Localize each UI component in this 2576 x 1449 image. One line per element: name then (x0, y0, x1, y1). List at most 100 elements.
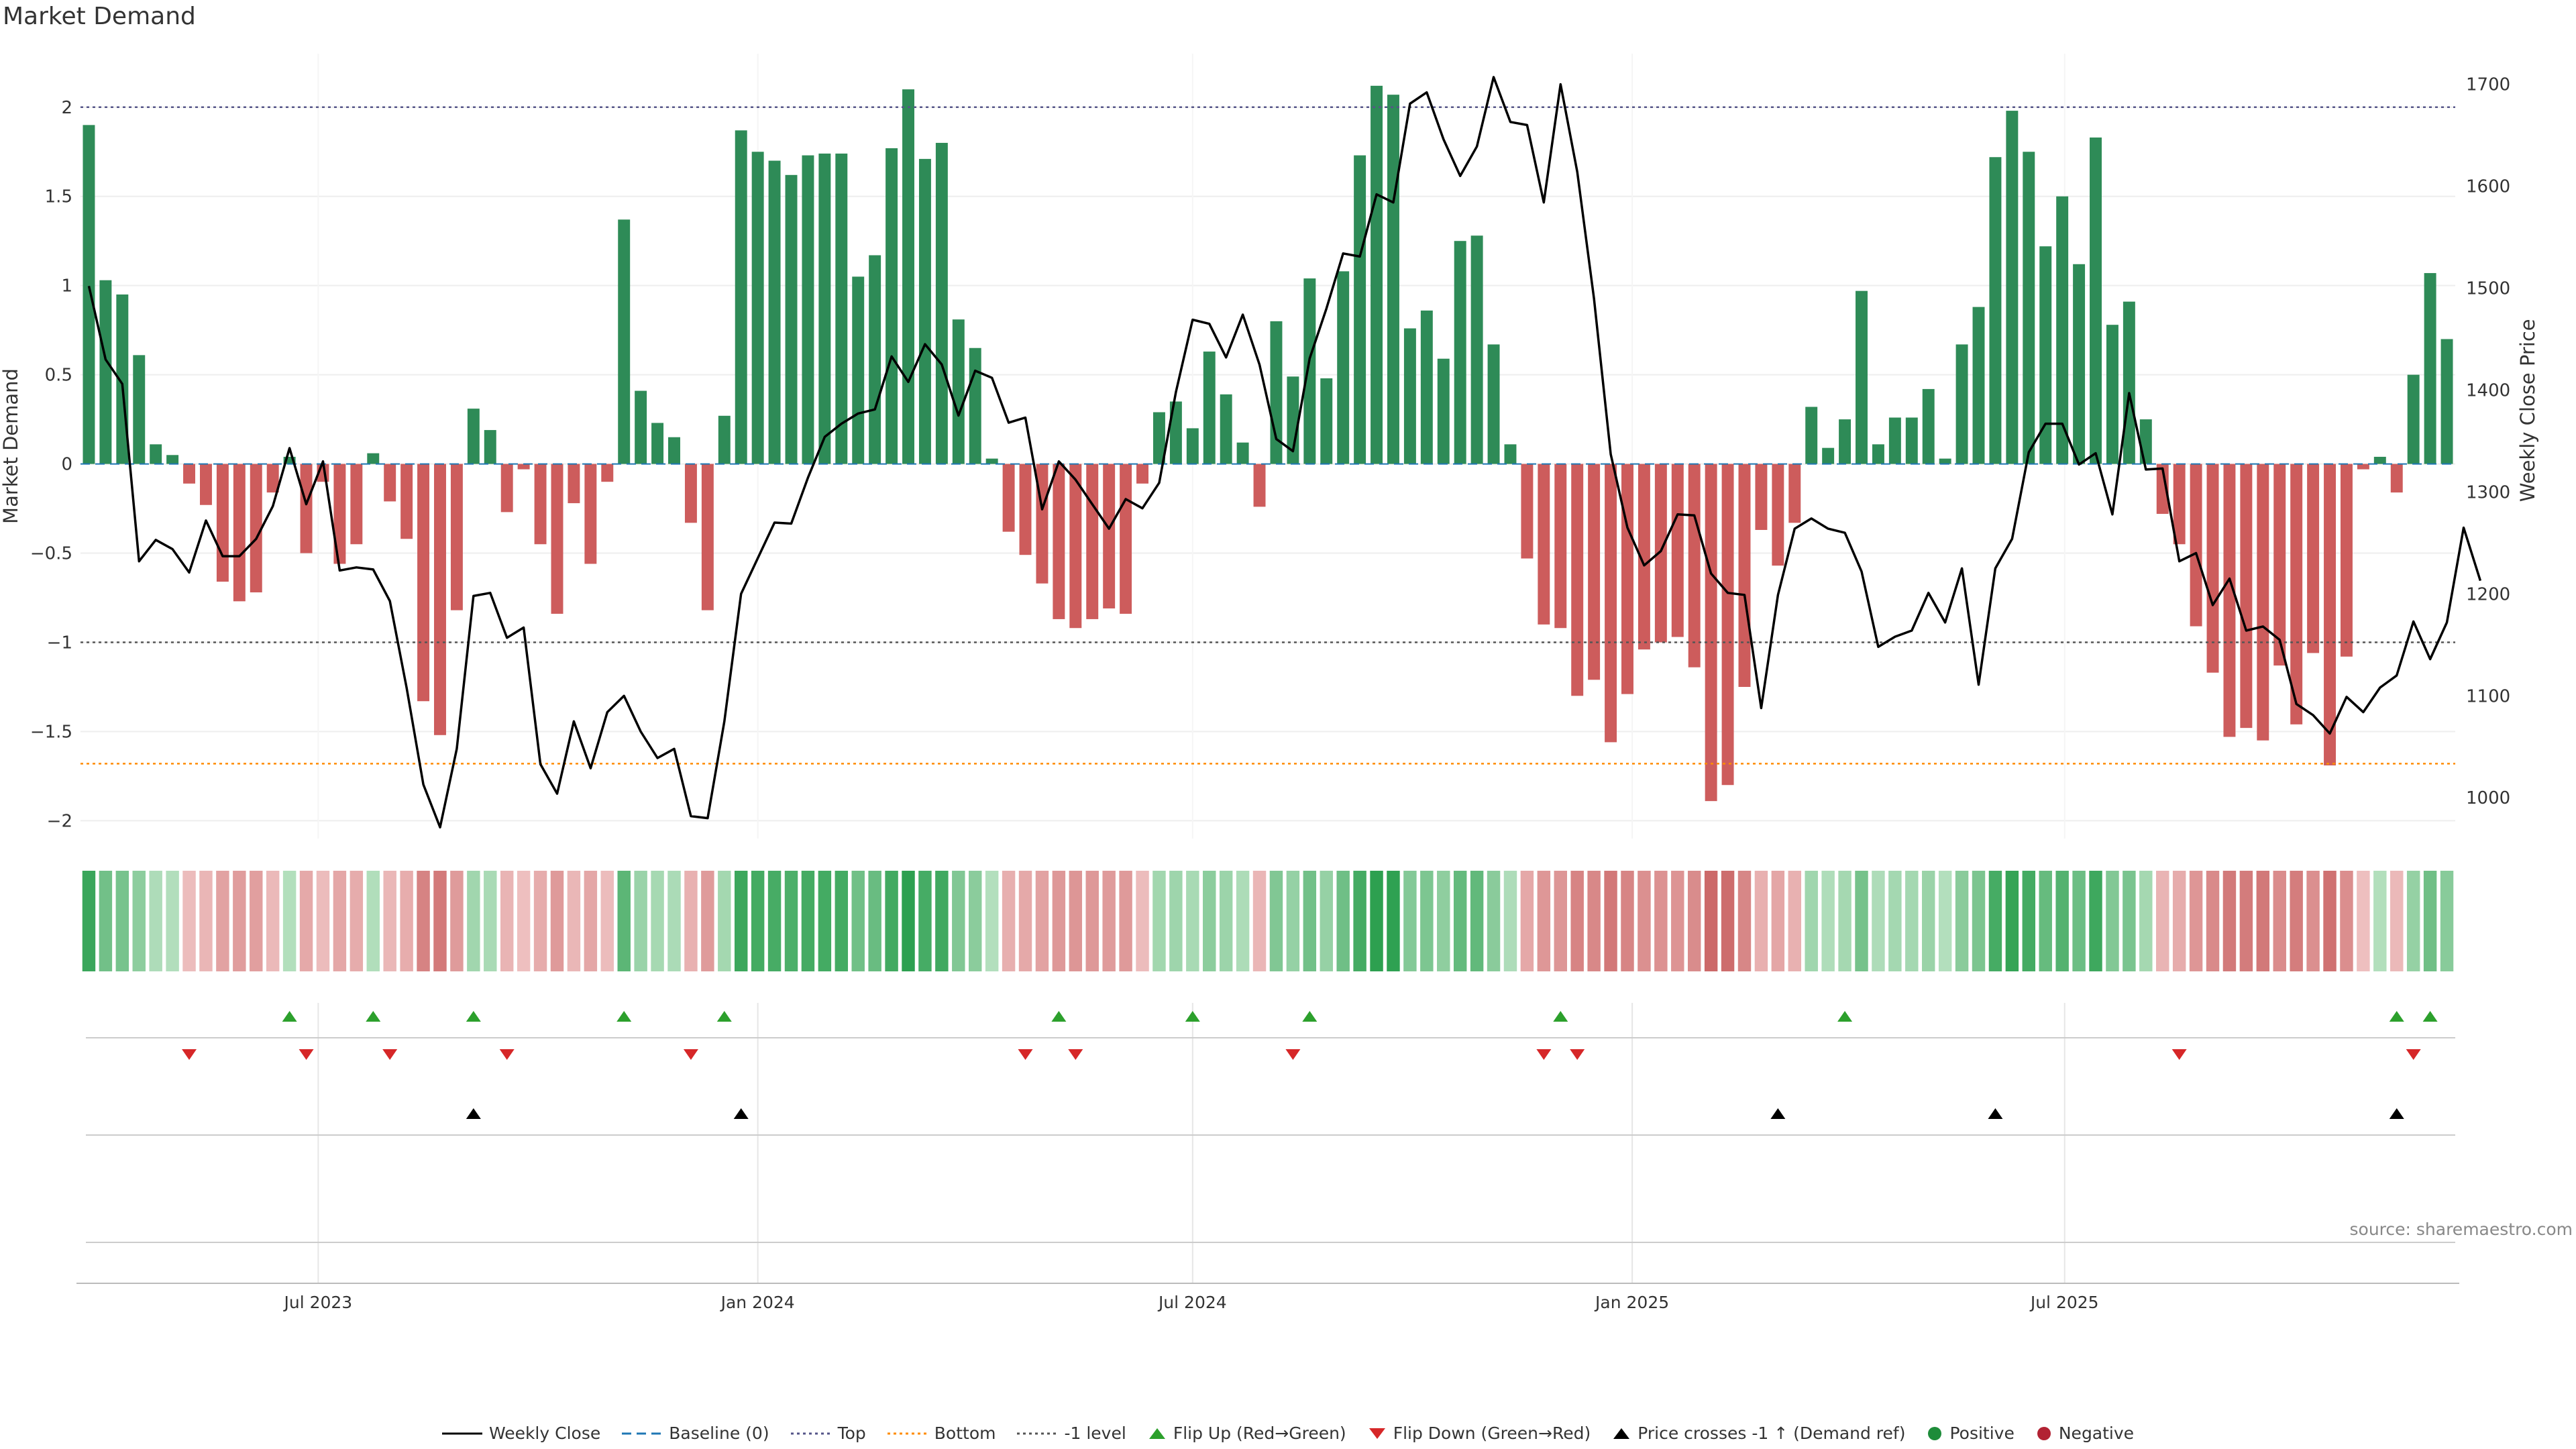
demand-bar (1120, 464, 1132, 614)
shade-cell (751, 871, 765, 971)
shade-cell (1403, 871, 1417, 971)
shade-cell (868, 871, 881, 971)
shade-cell (2156, 871, 2169, 971)
circle-icon (2037, 1426, 2051, 1440)
flip-down-marker (1018, 1049, 1033, 1060)
shade-cell (2189, 871, 2203, 971)
demand-bar (2173, 464, 2186, 545)
demand-bar (2407, 374, 2420, 464)
shade-cell (383, 871, 396, 971)
shade-cell (1387, 871, 1400, 971)
shade-cell (366, 871, 380, 971)
demand-bar (216, 464, 229, 582)
shade-cell (115, 871, 129, 971)
demand-bar (952, 319, 965, 464)
demand-bar (350, 464, 363, 545)
shade-cell (1136, 871, 1149, 971)
price-cross-marker (733, 1108, 749, 1119)
legend-label: Flip Down (Green→Red) (1393, 1424, 1591, 1443)
legend-bottom: Bottom (887, 1424, 996, 1443)
triangle-up-icon (1613, 1428, 1630, 1439)
shade-cell (2072, 871, 2086, 971)
shade-cell (1069, 871, 1083, 971)
shade-cell (1286, 871, 1300, 971)
shade-cell (500, 871, 514, 971)
shade-cell (2340, 871, 2353, 971)
shade-cell (902, 871, 915, 971)
demand-bar (1554, 464, 1567, 629)
demand-bar (450, 464, 463, 610)
shade-cell (182, 871, 196, 971)
shade-cell (166, 871, 179, 971)
demand-bar (1654, 464, 1667, 643)
demand-bar (2273, 464, 2286, 666)
demand-bar (183, 464, 196, 484)
shade-cell (1821, 871, 1835, 971)
demand-bar (1755, 464, 1768, 530)
right-axis-tick-label: 1300 (2466, 482, 2510, 502)
shade-cell (1587, 871, 1601, 971)
demand-bar (802, 155, 814, 464)
shade-cell (684, 871, 698, 971)
demand-bar (1521, 464, 1534, 559)
flip-up-marker (1553, 1011, 1568, 1022)
shade-cell (99, 871, 113, 971)
shade-cell (282, 871, 297, 971)
shade-cell (1252, 871, 1267, 971)
shade-cell (1805, 871, 1818, 971)
demand-bar (1420, 310, 1433, 464)
shade-cell (1186, 871, 1199, 971)
demand-bar (434, 464, 446, 735)
demand-bar (1839, 419, 1851, 464)
shade-cell (216, 871, 229, 971)
left-axis-tick-label: 0 (61, 455, 72, 475)
demand-bar (2123, 301, 2135, 464)
shade-cell (1704, 871, 1718, 971)
demand-bar (1538, 464, 1550, 625)
shade-cell (734, 871, 748, 971)
shade-cell (333, 871, 347, 971)
shade-cell (517, 871, 531, 971)
right-axis-title: Weekly Close Price (2516, 319, 2539, 502)
shade-cell (1119, 871, 1132, 971)
shade-cell (433, 871, 447, 971)
demand-bar (517, 464, 530, 470)
left-axis-title: Market Demand (0, 368, 22, 524)
shade-cell (299, 871, 313, 971)
legend-minus1: -1 level (1017, 1424, 1126, 1443)
shade-cell (801, 871, 815, 971)
shade-cell (2373, 871, 2387, 971)
shade-cell (835, 871, 849, 971)
demand-bar (1588, 464, 1601, 680)
demand-bar (1772, 464, 1784, 566)
shade-cell (1855, 871, 1868, 971)
shade-cell (1336, 871, 1350, 971)
shade-cell (1771, 871, 1785, 971)
shade-cell (149, 871, 162, 971)
demand-bar (266, 464, 279, 493)
demand-bar (902, 89, 914, 464)
x-axis-tick-label: Jan 2024 (720, 1293, 795, 1312)
demand-bar (2390, 464, 2403, 493)
demand-bar (1236, 442, 1249, 464)
shade-cell (2290, 871, 2303, 971)
demand-bar (701, 464, 714, 610)
shade-cell (1687, 871, 1701, 971)
demand-bar (1437, 358, 1450, 464)
shade-cell (1988, 871, 2002, 971)
shade-cell (2357, 871, 2370, 971)
demand-bar (2340, 464, 2353, 657)
shade-cell (450, 871, 464, 971)
shade-cell (584, 871, 598, 971)
demand-bar (1186, 428, 1199, 464)
demand-bar (2056, 196, 2069, 464)
demand-bar (1019, 464, 1032, 555)
shade-cell (1018, 871, 1032, 971)
legend-label: Top (837, 1424, 866, 1443)
demand-bar (1788, 464, 1801, 523)
shade-cell (1002, 871, 1016, 971)
legend-top-swatch (790, 1432, 831, 1434)
shade-cell (651, 871, 664, 971)
demand-bar (250, 464, 262, 593)
demand-bar (1972, 307, 1985, 464)
